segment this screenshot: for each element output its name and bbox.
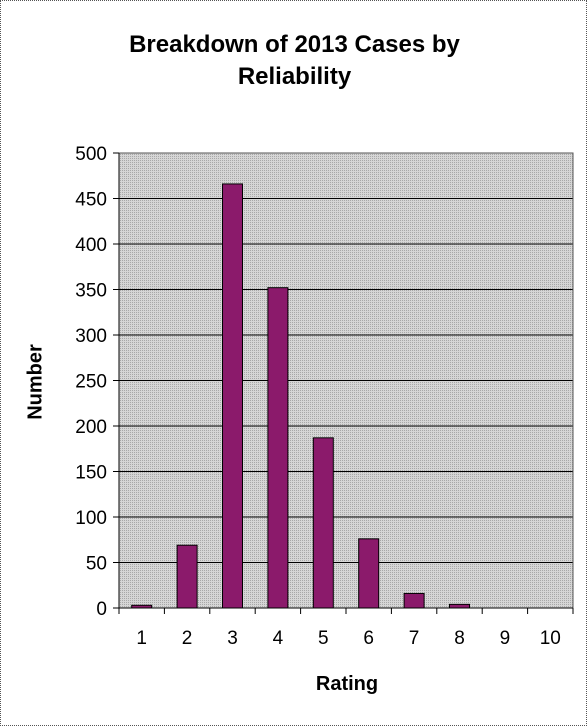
y-tick-label: 200 — [75, 417, 107, 438]
y-tick-label: 100 — [75, 508, 107, 529]
x-tick-label: 5 — [318, 628, 329, 649]
chart-title-line-1: Breakdown of 2013 Cases by — [129, 31, 460, 58]
bar — [222, 183, 243, 609]
chart-title-line-2: Reliability — [237, 63, 352, 90]
x-tick-label: 8 — [454, 628, 465, 649]
x-tick-label: 4 — [273, 628, 284, 649]
y-tick-label: 450 — [75, 190, 107, 211]
y-tick-label: 300 — [75, 326, 107, 347]
bar — [403, 592, 425, 609]
y-tick-label: 250 — [75, 372, 107, 393]
x-tick-label: 9 — [500, 628, 511, 649]
x-tick-label: 6 — [363, 628, 374, 649]
y-tick-label: 350 — [75, 281, 107, 302]
x-tick-label: 1 — [136, 628, 147, 649]
x-tick-label: 3 — [227, 628, 238, 649]
y-tick-label: 50 — [86, 554, 107, 575]
y-tick-label: 500 — [75, 144, 107, 165]
bar — [267, 287, 289, 609]
bar — [176, 544, 198, 609]
bar — [312, 437, 334, 609]
x-tick-label: 7 — [409, 628, 420, 649]
y-tick-label: 0 — [96, 599, 107, 620]
bar — [449, 603, 470, 609]
x-tick-label: 10 — [540, 628, 561, 649]
y-tick-label: 400 — [75, 235, 107, 256]
bar — [358, 538, 380, 609]
x-tick-label: 2 — [182, 628, 193, 649]
x-axis-label: Rating — [315, 673, 379, 695]
y-tick-label: 150 — [75, 463, 107, 484]
